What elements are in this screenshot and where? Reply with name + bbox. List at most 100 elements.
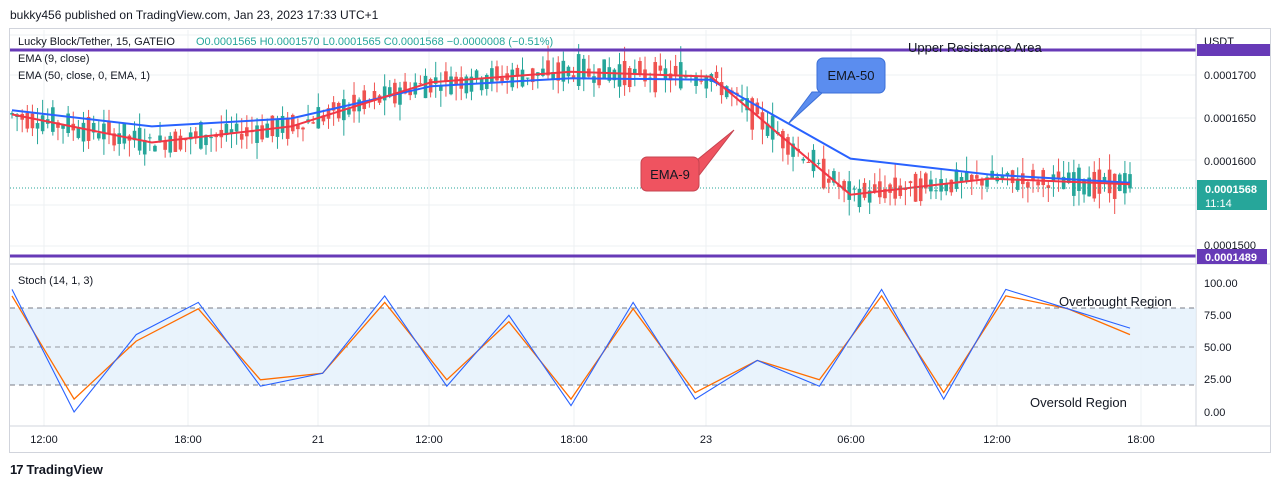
candle-down [239, 133, 244, 140]
last-price-label: 0.0001568 [1205, 184, 1257, 196]
time-tick-7: 12:00 [983, 434, 1011, 446]
candle-up [791, 143, 795, 157]
candle-up [964, 171, 969, 182]
ema50-callout-pointer [787, 91, 831, 125]
upper-resistance-label: Upper Resistance Area [908, 40, 1042, 55]
candle-up [234, 123, 239, 132]
candle-down [444, 71, 448, 82]
time-tick-6: 06:00 [837, 434, 865, 446]
candle-down [786, 137, 790, 155]
candle-down [178, 135, 183, 150]
candle-down [949, 179, 954, 193]
candle-up [76, 127, 81, 138]
candle-up [1087, 177, 1091, 197]
candle-down [918, 178, 923, 202]
tradingview-brand: TradingView [26, 462, 103, 477]
last-price-tag [1197, 180, 1267, 210]
candle-up [224, 123, 229, 136]
candle-down [326, 108, 331, 119]
stoch-title: Stoch (14, 1, 3) [18, 275, 93, 287]
candle-up [745, 98, 749, 111]
time-tick-4: 18:00 [560, 434, 588, 446]
candle-down [285, 117, 290, 139]
chart-frame [9, 28, 1271, 453]
candle-up [1005, 172, 1010, 176]
candle-up [765, 123, 770, 136]
price-tick-2: 0.0001600 [1204, 156, 1256, 168]
stoch-tick-0: 100.00 [1204, 278, 1238, 290]
candle-down [1046, 185, 1051, 189]
candle-down [495, 66, 499, 81]
candle-down [750, 98, 755, 130]
candle-up [122, 123, 127, 144]
tradingview-icon: 17 [10, 462, 24, 477]
candle-down [301, 127, 305, 130]
candle-up [510, 69, 515, 88]
candle-down [1092, 171, 1097, 199]
candle-down [1026, 182, 1030, 188]
candle-up [199, 122, 203, 149]
candle-down [408, 89, 412, 96]
candle-down [25, 113, 30, 129]
candle-up [551, 72, 555, 79]
candle-up [704, 75, 709, 89]
candle-down [290, 114, 295, 132]
candle-up [66, 113, 70, 134]
stoch-tick-1: 75.00 [1204, 310, 1232, 322]
price-tick-1: 0.0001650 [1204, 113, 1256, 125]
candle-up [592, 76, 596, 83]
candle-down [546, 60, 550, 76]
candle-up [724, 86, 729, 98]
candle-down [862, 182, 867, 198]
stoch-tick-4: 0.00 [1204, 407, 1225, 419]
stoch-band [10, 308, 1196, 385]
candle-up [633, 68, 637, 74]
candle-down [719, 82, 724, 96]
price-tick-0: 0.0001700 [1204, 70, 1256, 82]
candle-up [541, 68, 545, 76]
candle-down [668, 73, 673, 81]
candle-down [842, 180, 846, 191]
candle-down [975, 175, 979, 179]
candle-up [265, 123, 270, 138]
candle-up [581, 58, 586, 80]
candle-up [576, 54, 581, 86]
candle-up [81, 122, 86, 142]
candle-up [398, 87, 402, 105]
time-tick-3: 12:00 [415, 434, 443, 446]
legend-ema9: EMA (9, close) [18, 53, 90, 65]
candle-up [857, 188, 862, 208]
publisher-header: bukky456 published on TradingView.com, J… [10, 8, 379, 22]
ema9-callout[interactable] [640, 156, 700, 192]
candle-up [1128, 174, 1132, 189]
support-price-tag [1197, 249, 1267, 264]
candle-up [612, 69, 617, 81]
candle-up [132, 130, 137, 141]
ema9-line [11, 70, 1131, 196]
candle-up [1000, 175, 1005, 180]
candle-up [867, 190, 872, 203]
candle-up [347, 107, 351, 115]
ema50-callout-label: EMA-50 [828, 68, 875, 83]
ema9-callout-pointer [696, 129, 735, 180]
candle-up [934, 190, 938, 192]
tradingview-logo: 17 TradingView [10, 462, 103, 477]
candle-down [112, 133, 116, 146]
candle-down [714, 71, 719, 79]
candle-down [556, 62, 561, 81]
candle-down [515, 67, 520, 77]
ema50-callout[interactable] [816, 57, 886, 94]
candle-up [413, 82, 418, 95]
candle-up [811, 149, 816, 172]
candle-down [183, 139, 188, 141]
candle-up [209, 137, 213, 139]
candle-up [158, 135, 162, 141]
candle-down [653, 62, 658, 93]
candle-up [188, 132, 193, 140]
candle-up [954, 169, 959, 189]
candle-down [827, 178, 831, 183]
time-axis: 12:00 18:00 21 12:00 18:00 23 06:00 12:00 18:00 [30, 434, 1155, 446]
candle-up [740, 99, 744, 101]
candle-up [1015, 178, 1020, 190]
